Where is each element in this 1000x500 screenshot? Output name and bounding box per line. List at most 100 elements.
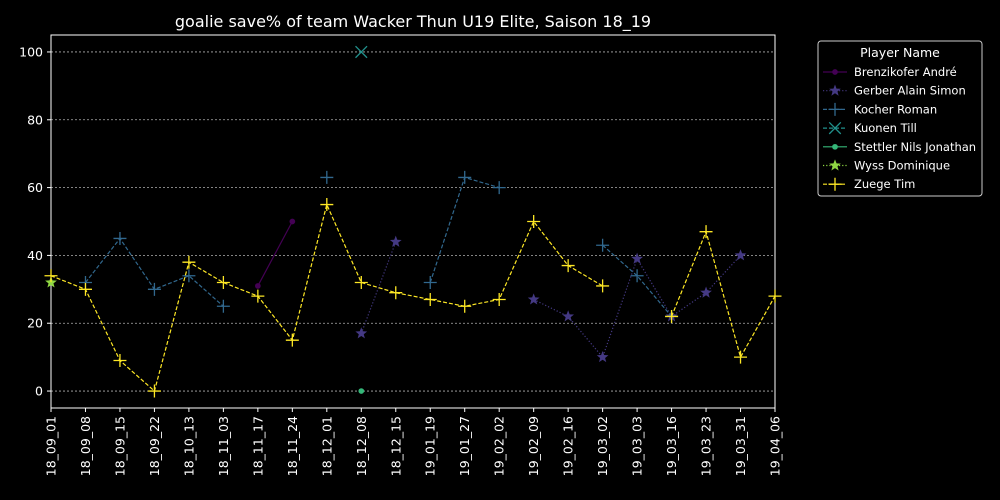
series-line bbox=[602, 244, 673, 317]
legend-marker bbox=[828, 121, 842, 135]
series-layer bbox=[44, 45, 782, 398]
y-tick-label: 80 bbox=[27, 112, 43, 127]
data-point bbox=[423, 292, 437, 306]
legend-items: Brenzikofer André Gerber Alain Simon Koche… bbox=[823, 65, 976, 191]
y-tick-label: 0 bbox=[35, 384, 43, 399]
legend-item: Brenzikofer André bbox=[823, 65, 957, 79]
y-axis: 0 20 40 60 80 100 bbox=[19, 44, 51, 399]
x-tick-label: 18_09_08 bbox=[78, 416, 93, 476]
x-tick-label: 18_09_22 bbox=[147, 416, 162, 476]
data-point bbox=[354, 276, 368, 290]
series-line bbox=[360, 241, 397, 334]
legend-item: Kocher Roman bbox=[823, 102, 937, 116]
data-point bbox=[216, 299, 230, 313]
legend-item: Wyss Dominique bbox=[823, 159, 950, 173]
series bbox=[358, 388, 365, 394]
data-point bbox=[147, 282, 161, 296]
data-point bbox=[182, 269, 196, 283]
legend-label: Stettler Nils Jonathan bbox=[854, 140, 976, 154]
data-point bbox=[700, 286, 712, 298]
legend-title: Player Name bbox=[860, 45, 940, 60]
data-point bbox=[285, 333, 299, 347]
data-point bbox=[768, 289, 782, 303]
x-tick-label: 19_03_16 bbox=[664, 416, 679, 476]
x-tick-label: 19_02_16 bbox=[561, 416, 576, 476]
data-point bbox=[113, 354, 127, 368]
x-tick-label: 18_10_13 bbox=[181, 416, 196, 476]
data-point bbox=[596, 279, 610, 293]
y-tick-label: 60 bbox=[27, 180, 43, 195]
data-point bbox=[216, 276, 230, 290]
x-tick-label: 19_01_27 bbox=[457, 416, 472, 476]
series bbox=[255, 218, 296, 289]
legend-marker bbox=[832, 69, 838, 75]
y-tick-label: 40 bbox=[27, 248, 43, 263]
data-point bbox=[320, 198, 334, 212]
data-point bbox=[358, 388, 365, 394]
series-line bbox=[429, 176, 500, 283]
legend-marker bbox=[832, 143, 838, 150]
x-tick-label: 19_03_02 bbox=[595, 416, 610, 476]
data-point bbox=[596, 238, 610, 252]
series bbox=[355, 235, 747, 363]
x-tick-label: 18_12_08 bbox=[354, 416, 369, 476]
x-tick-label: 18_11_24 bbox=[285, 416, 300, 476]
legend-label: Zuege Tim bbox=[854, 177, 915, 191]
data-point bbox=[562, 310, 575, 322]
data-point bbox=[527, 215, 541, 228]
legend-item: Kuonen Till bbox=[823, 121, 917, 135]
x-tick-label: 19_03_23 bbox=[699, 416, 714, 476]
series-line bbox=[50, 202, 603, 393]
data-point bbox=[147, 384, 161, 398]
data-point bbox=[492, 292, 506, 306]
data-point bbox=[458, 299, 472, 313]
x-tick-label: 18_11_17 bbox=[250, 416, 265, 476]
x-tick-label: 19_02_09 bbox=[526, 416, 541, 476]
legend-marker bbox=[828, 102, 842, 116]
legend-label: Gerber Alain Simon bbox=[854, 84, 966, 98]
y-tick-label: 20 bbox=[27, 316, 43, 331]
data-point bbox=[423, 276, 437, 290]
legend: Player Name Brenzikofer André Gerber Alai… bbox=[817, 40, 983, 197]
legend-box bbox=[817, 40, 983, 197]
x-tick-label: 18_12_15 bbox=[388, 416, 403, 476]
data-point bbox=[44, 269, 58, 283]
data-point bbox=[182, 255, 196, 269]
series-line bbox=[257, 221, 293, 287]
x-tick-label: 18_09_01 bbox=[44, 416, 59, 476]
data-point bbox=[251, 289, 265, 303]
legend-label: Wyss Dominique bbox=[854, 159, 950, 173]
data-point bbox=[389, 235, 402, 247]
data-point bbox=[389, 286, 403, 300]
series bbox=[355, 45, 368, 59]
x-tick-label: 19_02_02 bbox=[492, 416, 507, 476]
data-point bbox=[734, 249, 747, 261]
legend-marker bbox=[829, 84, 841, 96]
data-point bbox=[492, 181, 506, 195]
data-point bbox=[289, 218, 296, 225]
legend-label: Kuonen Till bbox=[854, 121, 917, 135]
data-point bbox=[596, 350, 609, 363]
x-tick-label: 19_03_03 bbox=[630, 416, 645, 476]
series bbox=[44, 198, 782, 398]
data-point bbox=[527, 293, 540, 305]
grid bbox=[51, 51, 775, 392]
data-point bbox=[113, 231, 127, 245]
legend-item: Stettler Nils Jonathan bbox=[823, 140, 976, 154]
x-tick-label: 18_11_03 bbox=[216, 416, 231, 476]
data-point bbox=[665, 309, 679, 323]
series-line bbox=[85, 237, 224, 307]
data-point bbox=[78, 282, 92, 296]
x-tick-label: 18_09_15 bbox=[112, 416, 127, 476]
data-point bbox=[631, 252, 643, 264]
legend-item: Zuege Tim bbox=[823, 177, 915, 191]
plot-frame bbox=[50, 34, 776, 409]
x-tick-label: 19_03_31 bbox=[733, 416, 748, 476]
data-point bbox=[734, 350, 748, 364]
data-point bbox=[699, 225, 713, 239]
data-point bbox=[630, 269, 644, 283]
series bbox=[78, 170, 679, 323]
legend-marker bbox=[828, 177, 842, 191]
x-tick-label: 19_01_19 bbox=[423, 416, 438, 476]
